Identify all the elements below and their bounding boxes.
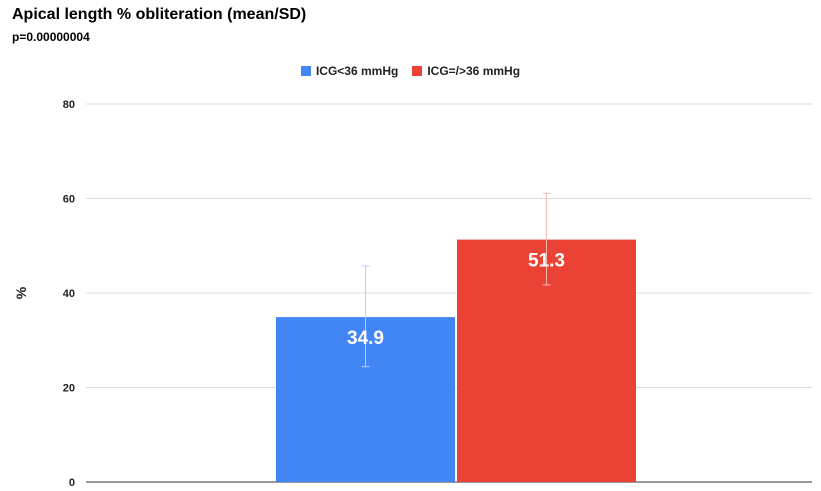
y-tick-label: 20 (63, 383, 75, 395)
y-tick-label: 60 (63, 194, 75, 206)
y-tick-label: 0 (69, 477, 75, 489)
chart-title: Apical length % obliteration (mean/SD) (12, 6, 307, 23)
legend-item-series-2[interactable]: ICG=/>36 mmHg (412, 64, 520, 78)
data-label-series-2: 51.3 (528, 251, 565, 272)
y-tick-label: 80 (63, 99, 75, 111)
y-tick-label: 40 (63, 288, 75, 300)
legend-label-series-1: ICG<36 mmHg (315, 64, 399, 78)
data-label-series-1: 34.9 (347, 328, 384, 349)
legend: ICG<36 mmHg ICG=/>36 mmHg (0, 64, 821, 78)
legend-swatch-series-1 (300, 66, 311, 76)
chart-subtitle: p=0.00000004 (12, 30, 90, 44)
legend-swatch-series-2 (412, 66, 423, 76)
legend-item-series-1[interactable]: ICG<36 mmHg (300, 64, 399, 78)
legend-label-series-2: ICG=/>36 mmHg (427, 64, 521, 78)
y-axis-label: % (13, 286, 29, 299)
